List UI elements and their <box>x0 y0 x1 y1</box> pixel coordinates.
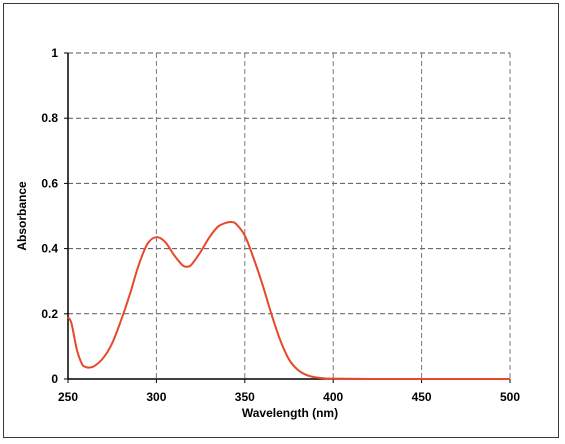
x-tick-label: 500 <box>500 390 520 404</box>
grid-lines <box>68 52 511 379</box>
x-tick-label: 350 <box>235 390 255 404</box>
tick-labels: 0 0.2 0.4 0.6 0.8 1 250 300 350 400 450 500 <box>41 46 520 404</box>
x-tick-label: 450 <box>412 390 432 404</box>
y-tick-label: 1 <box>51 46 58 60</box>
y-tick-label: 0 <box>51 372 58 386</box>
y-tick-label: 0.8 <box>41 111 58 125</box>
x-axis-title: Wavelength (nm) <box>242 406 338 420</box>
y-tick-label: 0.6 <box>41 176 58 190</box>
absorbance-series-line <box>67 221 510 381</box>
x-tick-label: 250 <box>58 390 78 404</box>
axes <box>64 52 511 383</box>
y-tick-label: 0.2 <box>41 307 58 321</box>
y-tick-label: 0.4 <box>41 242 58 256</box>
y-axis-title: Absorbance <box>15 181 29 251</box>
x-tick-label: 300 <box>146 390 166 404</box>
x-tick-label: 400 <box>323 390 343 404</box>
series-layer <box>67 221 510 381</box>
